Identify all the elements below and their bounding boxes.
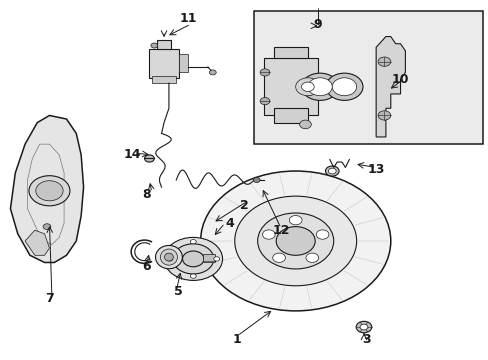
Bar (203, 253, 215, 262)
Circle shape (316, 230, 328, 239)
Text: 12: 12 (272, 224, 289, 237)
Circle shape (301, 82, 314, 91)
Bar (273, 108, 307, 123)
Circle shape (328, 168, 335, 174)
Circle shape (359, 324, 367, 330)
Text: 8: 8 (142, 188, 151, 201)
Bar (149, 49, 178, 78)
Circle shape (144, 155, 154, 162)
Circle shape (325, 166, 338, 176)
Circle shape (190, 274, 196, 278)
Circle shape (172, 244, 213, 274)
Circle shape (209, 70, 216, 75)
Text: 13: 13 (366, 163, 384, 176)
Ellipse shape (155, 246, 182, 269)
Ellipse shape (160, 249, 177, 265)
Text: 10: 10 (391, 73, 408, 86)
Bar (152, 76, 176, 83)
Circle shape (43, 224, 51, 229)
Circle shape (163, 237, 222, 280)
Circle shape (166, 257, 172, 261)
Text: 5: 5 (174, 285, 183, 298)
Circle shape (213, 257, 219, 261)
Circle shape (377, 111, 390, 120)
Circle shape (307, 78, 331, 96)
Circle shape (272, 253, 285, 262)
Circle shape (377, 57, 390, 66)
Text: 3: 3 (361, 333, 370, 346)
Circle shape (151, 43, 158, 48)
Bar (273, 47, 307, 58)
Circle shape (234, 196, 356, 286)
Circle shape (253, 177, 260, 183)
Bar (264, 58, 317, 116)
Ellipse shape (164, 253, 173, 261)
Circle shape (200, 171, 390, 311)
Text: 9: 9 (313, 18, 321, 31)
Circle shape (257, 213, 333, 269)
Text: 2: 2 (240, 199, 248, 212)
Circle shape (331, 78, 356, 96)
Text: 4: 4 (225, 216, 234, 230)
Circle shape (260, 69, 269, 76)
Polygon shape (10, 116, 83, 262)
Circle shape (260, 98, 269, 105)
Circle shape (355, 321, 371, 333)
Circle shape (276, 226, 315, 255)
Circle shape (29, 176, 70, 206)
Circle shape (301, 73, 338, 100)
Text: 1: 1 (232, 333, 241, 346)
Circle shape (190, 239, 196, 244)
Polygon shape (375, 37, 405, 137)
Text: 14: 14 (123, 148, 141, 161)
Circle shape (36, 181, 63, 201)
Circle shape (182, 251, 203, 267)
Polygon shape (25, 230, 49, 255)
Circle shape (289, 216, 302, 225)
Text: 7: 7 (45, 292, 54, 305)
Bar (157, 40, 171, 49)
Circle shape (325, 73, 362, 100)
Text: 11: 11 (179, 12, 197, 25)
Bar (178, 54, 188, 72)
Circle shape (305, 253, 318, 262)
Bar (254, 12, 483, 144)
Circle shape (295, 78, 320, 96)
Text: 6: 6 (142, 260, 151, 273)
Circle shape (299, 120, 311, 129)
Circle shape (262, 230, 275, 239)
